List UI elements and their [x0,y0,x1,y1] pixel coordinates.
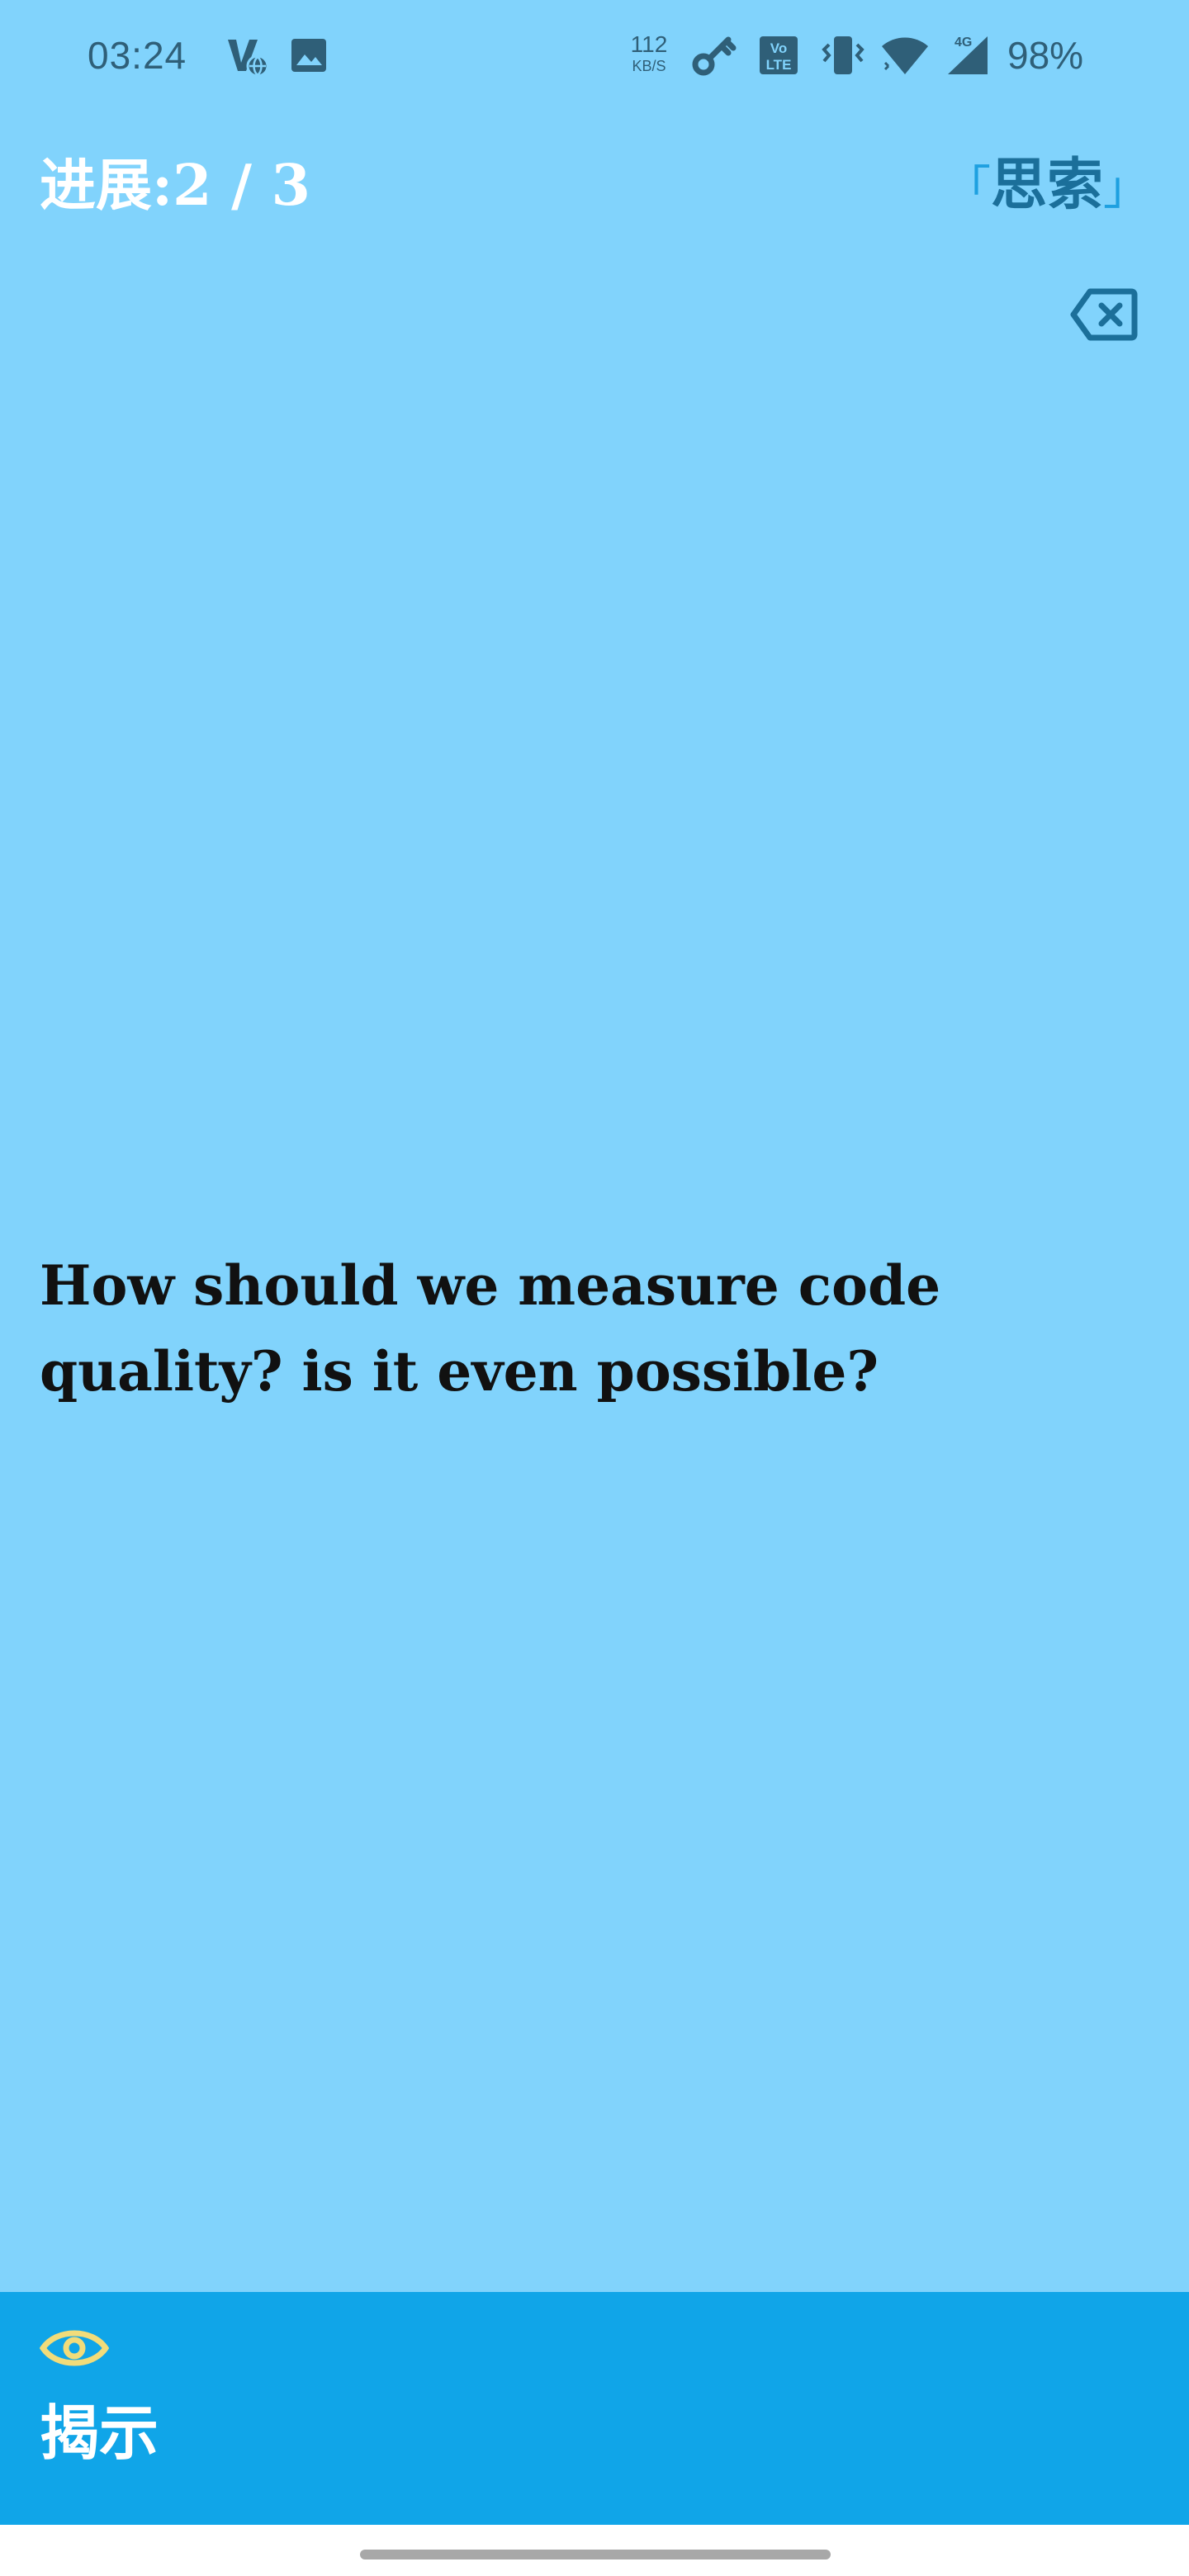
progress-value: 2 / 3 [173,153,310,219]
cell-signal-icon: 4G [948,36,988,74]
status-bar: 03:24 112 KB/S Vo LTE 4G 98% [0,0,1189,116]
backspace-icon[interactable] [1070,287,1138,342]
network-type-text: 4G [955,36,972,50]
image-icon [291,39,326,72]
mode-bracket-open: 「 [944,162,991,215]
mode-label: 思索 [990,153,1103,218]
bottom-bar: 揭示 [0,2292,1189,2525]
svg-text:Vo: Vo [770,40,787,56]
reveal-button[interactable]: 揭示 [40,2317,205,2507]
system-nav-area [0,2525,1189,2576]
wifi-icon [882,37,928,74]
key-icon [692,36,737,76]
volte-icon: Vo LTE [760,36,798,74]
network-speed-unit: KB/S [632,58,666,74]
battery-percent: 98% [1007,34,1084,77]
question-text: How should we measure code quality? is i… [40,1253,941,1404]
network-speed-value: 112 [630,31,668,57]
vibrate-icon [822,36,865,74]
mode-badge[interactable]: 「思索」 [945,149,1149,226]
status-time: 03:24 [88,34,187,77]
network-speed: 112 KB/S [626,31,672,74]
progress-indicator: 进展:2 / 3 [40,149,310,223]
vpn-globe-icon [228,40,269,78]
eye-icon [40,2330,109,2366]
reveal-label: 揭示 [40,2398,159,2468]
progress-label: 进展: [40,153,173,219]
svg-text:LTE: LTE [766,57,792,73]
home-indicator[interactable] [360,2550,831,2559]
mode-bracket-close: 」 [1103,162,1149,215]
